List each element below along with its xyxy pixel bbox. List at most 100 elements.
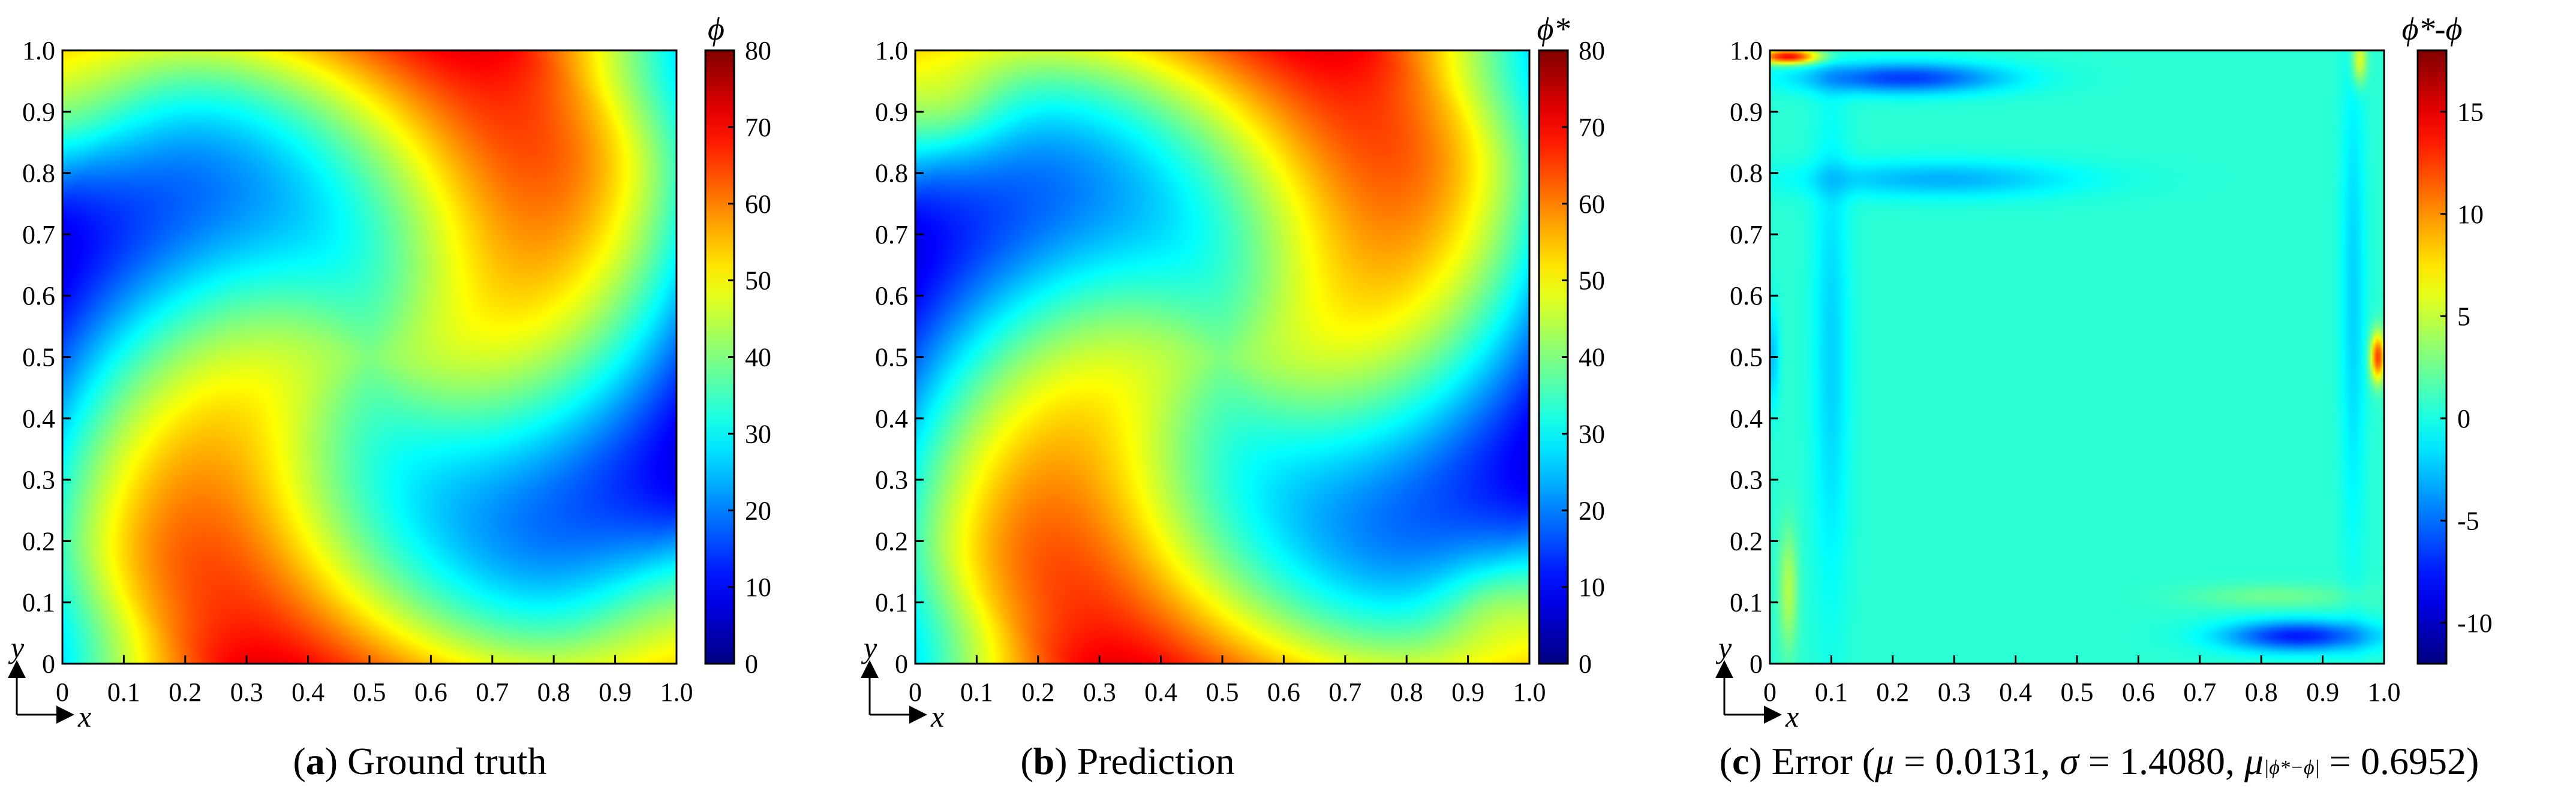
- panel-c: 0 0.1 0.2 0.3 0.4 0.5 0.6 0.7 0.8 0.9 1.0 0 0.1 0.2 0.…: [1715, 11, 2493, 733]
- colorbar-tick-label: 10: [745, 573, 771, 602]
- y-tick-label: 0.7: [22, 220, 55, 249]
- x-tick-label: 0.5: [1206, 677, 1239, 707]
- y-tick-label: 0.4: [22, 404, 55, 433]
- y-tick-label: 0.2: [1730, 526, 1763, 556]
- x-tick-label: 0.3: [1083, 677, 1116, 707]
- panel-b: 0 0.1 0.2 0.3 0.4 0.5 0.6 0.7 0.8 0.9 1.0 0 0.1 0.2 0.…: [861, 11, 1605, 733]
- y-tick-label: 0.8: [875, 159, 908, 188]
- x-tick-label: 0: [1763, 677, 1777, 707]
- x-tick-label: 0.7: [2183, 677, 2216, 707]
- y-tick-label: 0.6: [1730, 281, 1763, 311]
- y-tick-label: 0.8: [1730, 159, 1763, 188]
- heatmap-field: [1770, 50, 2384, 664]
- colorbar-tick-label: 60: [745, 189, 771, 219]
- colorbar-tick-label: 30: [1579, 419, 1605, 448]
- caption-c: (c) Error (μ = 0.0131, σ = 1.4080, μ|ϕ*−…: [1719, 740, 2479, 782]
- colorbar-label: ϕ: [708, 11, 725, 47]
- y-tick-label: 0.1: [875, 588, 908, 618]
- x-axis-label: x: [1785, 700, 1799, 733]
- x-tick-label: 1.0: [1513, 677, 1546, 707]
- colorbar-tick-label: 60: [1579, 189, 1605, 219]
- y-tick-label: 0.6: [875, 281, 908, 311]
- x-tick-label: 0.3: [230, 677, 263, 707]
- colorbar-tick-label: 50: [745, 266, 771, 296]
- y-tick-label: 0.1: [22, 588, 55, 618]
- y-tick-label: 0.4: [875, 404, 908, 433]
- x-tick-label: 0.4: [291, 677, 324, 707]
- colorbar-tick-label: 0: [1579, 649, 1592, 679]
- y-tick-label: 1.0: [875, 36, 908, 65]
- y-tick-label: 0.9: [875, 97, 908, 127]
- x-tick-label: 0: [56, 677, 69, 707]
- y-axis-label: y: [861, 631, 877, 664]
- colorbar-tick-label: -5: [2457, 506, 2479, 535]
- x-tick-label: 0.5: [353, 677, 386, 707]
- colorbar-tick-label: 80: [745, 36, 771, 65]
- x-tick-label: 0.8: [537, 677, 570, 707]
- x-tick-label: 0.6: [414, 677, 447, 707]
- colorbar-tick-label: -10: [2457, 609, 2493, 638]
- x-tick-label: 0.6: [2122, 677, 2155, 707]
- heatmap-field: [62, 50, 677, 664]
- colorbar-tick-label: 30: [745, 419, 771, 448]
- x-tick-label: 0.9: [2306, 677, 2339, 707]
- heatmap-field: [915, 50, 1529, 664]
- colorbar-tick-label: 40: [745, 343, 771, 372]
- colorbar-tick-label: 70: [745, 113, 771, 142]
- y-tick-label: 0: [1750, 649, 1763, 679]
- x-tick-label: 0.2: [1021, 677, 1054, 707]
- colorbar-label: ϕ*: [1537, 11, 1570, 47]
- x-tick-label: 0.2: [1876, 677, 1909, 707]
- colorbar-tick-label: 10: [1579, 573, 1605, 602]
- x-tick-label: 0: [909, 677, 922, 707]
- x-axis-label: x: [77, 700, 91, 733]
- colorbar-tick-label: 15: [2457, 97, 2484, 127]
- x-tick-label: 0.2: [169, 677, 202, 707]
- colorbar-tick-label: 0: [745, 649, 758, 679]
- x-tick-label: 0.1: [1815, 677, 1848, 707]
- colorbar-tick-label: 10: [2457, 200, 2484, 229]
- y-axis-label: y: [1715, 631, 1732, 664]
- x-tick-label: 1.0: [660, 677, 693, 707]
- x-tick-label: 0.6: [1267, 677, 1300, 707]
- colorbar-tick-label: 5: [2457, 302, 2470, 331]
- y-tick-label: 0.3: [875, 465, 908, 495]
- colorbar-label: ϕ*-ϕ: [2402, 11, 2463, 47]
- x-tick-label: 0.4: [1999, 677, 2032, 707]
- y-axis-label: y: [8, 631, 25, 664]
- caption-a: (a) Ground truth: [293, 740, 547, 782]
- colorbar-tick-label: 0: [2457, 404, 2470, 433]
- x-tick-label: 0.4: [1144, 677, 1177, 707]
- x-tick-label: 0.1: [960, 677, 993, 707]
- y-tick-label: 0.2: [22, 526, 55, 556]
- y-tick-label: 0.7: [875, 220, 908, 249]
- y-tick-label: 0.3: [22, 465, 55, 495]
- x-tick-label: 0.8: [1390, 677, 1423, 707]
- x-tick-label: 1.0: [2368, 677, 2401, 707]
- x-tick-label: 0.5: [2061, 677, 2094, 707]
- y-tick-label: 0.1: [1730, 588, 1763, 618]
- colorbar-tick-label: 70: [1579, 113, 1605, 142]
- colorbar-tick-label: 50: [1579, 266, 1605, 296]
- x-axis-label: x: [930, 700, 944, 733]
- y-tick-label: 0.9: [22, 97, 55, 127]
- x-tick-label: 0.9: [599, 677, 632, 707]
- y-tick-label: 0.8: [22, 159, 55, 188]
- caption-b: (b) Prediction: [1020, 740, 1235, 782]
- y-tick-label: 0.9: [1730, 97, 1763, 127]
- x-tick-label: 0.7: [1328, 677, 1361, 707]
- x-tick-label: 0.9: [1451, 677, 1484, 707]
- y-tick-label: 0: [42, 649, 55, 679]
- x-tick-label: 0.8: [2245, 677, 2278, 707]
- panel-a: 0 0.1 0.2 0.3 0.4 0.5 0.6 0.7 0.8 0.9 1.0 0 0.1 0.2 0.…: [7, 11, 771, 733]
- y-tick-label: 0.4: [1730, 404, 1763, 433]
- y-tick-label: 0: [895, 649, 908, 679]
- colorbar-tick-label: 80: [1579, 36, 1605, 65]
- colorbar-tick-label: 40: [1579, 343, 1605, 372]
- x-tick-label: 0.1: [107, 677, 140, 707]
- y-tick-label: 0.5: [1730, 343, 1763, 372]
- colorbar-tick-label: 20: [745, 496, 771, 525]
- y-tick-label: 0.5: [22, 343, 55, 372]
- y-tick-label: 0.3: [1730, 465, 1763, 495]
